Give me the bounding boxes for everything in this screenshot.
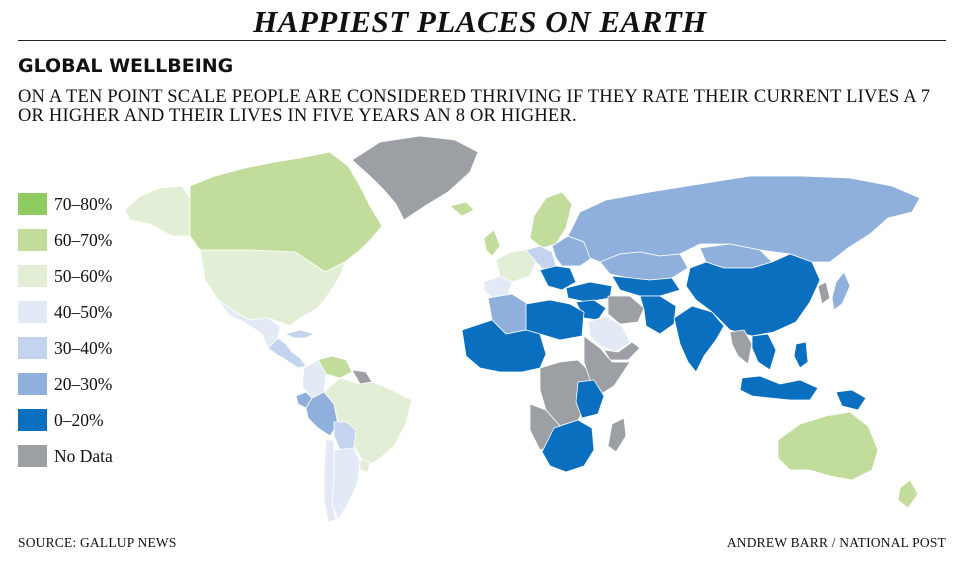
world-choropleth-map: [124, 135, 921, 523]
region-guianas: [351, 369, 373, 385]
legend-swatch: [18, 409, 47, 431]
legend-label: 30–40%: [54, 337, 113, 358]
legend-label: 60–70%: [54, 229, 113, 250]
region-central-asia: [611, 275, 681, 297]
legend-item: 20–30%: [18, 373, 112, 395]
legend-swatch: [18, 229, 47, 251]
legend-item: 60–70%: [18, 229, 112, 251]
legend-item: No Data: [18, 445, 113, 467]
region-uruguay: [359, 459, 371, 473]
region-iceland: [449, 201, 475, 217]
legend-label: 70–80%: [54, 193, 113, 214]
region-greenland: [351, 135, 479, 221]
region-turkey: [565, 281, 613, 303]
legend-item: 40–50%: [18, 301, 112, 323]
legend-label: 0–20%: [54, 409, 104, 430]
region-madagascar: [607, 417, 627, 453]
legend-swatch: [18, 265, 47, 287]
region-china: [685, 253, 821, 337]
region-afghanistan-pakistan: [639, 295, 677, 335]
legend-swatch: [18, 373, 47, 395]
legend-swatch: [18, 445, 47, 467]
legend-item: 50–60%: [18, 265, 112, 287]
title-divider: [18, 40, 946, 41]
legend-swatch: [18, 337, 47, 359]
legend-label: No Data: [54, 445, 113, 466]
legend-label: 20–30%: [54, 373, 113, 394]
region-horn-of-africa: [583, 335, 631, 397]
region-myanmar-thailand: [729, 329, 753, 365]
legend-item: 30–40%: [18, 337, 112, 359]
region-scandinavia: [529, 191, 573, 249]
legend-swatch: [18, 301, 47, 323]
region-chile: [323, 439, 337, 523]
region-philippines: [793, 341, 809, 369]
region-indonesia: [739, 375, 819, 401]
region-balkans: [539, 265, 577, 291]
region-argentina: [331, 447, 361, 521]
region-korea: [817, 281, 831, 305]
legend-label: 50–60%: [54, 265, 113, 286]
region-uk: [483, 229, 501, 257]
region-east-africa: [575, 379, 605, 419]
region-australia: [777, 411, 879, 481]
region-west-africa: [461, 319, 547, 373]
legend-item: 0–20%: [18, 409, 104, 431]
region-southern-africa: [541, 419, 595, 473]
legend-swatch: [18, 193, 47, 215]
legend-label: 40–50%: [54, 301, 113, 322]
credit-note: ANDREW BARR / NATIONAL POST: [726, 535, 946, 550]
chart-title: HAPPIEST PLACES ON EARTH: [253, 4, 707, 39]
chart-subtitle: GLOBAL WELLBEING: [18, 55, 234, 77]
region-saudi-arabia: [587, 315, 631, 353]
region-central-america: [267, 337, 307, 369]
region-cuba: [284, 329, 315, 339]
region-indochina: [751, 333, 777, 371]
region-japan: [831, 271, 851, 311]
region-new-zealand: [897, 479, 919, 509]
region-new-guinea: [835, 389, 867, 411]
region-alaska: [124, 185, 191, 237]
chart-description: ON A TEN POINT SCALE PEOPLE ARE CONSIDER…: [18, 87, 931, 126]
region-india: [673, 305, 725, 373]
region-iran: [607, 295, 645, 325]
legend-item: 70–80%: [18, 193, 112, 215]
source-note: SOURCE: GALLUP NEWS: [18, 535, 177, 550]
